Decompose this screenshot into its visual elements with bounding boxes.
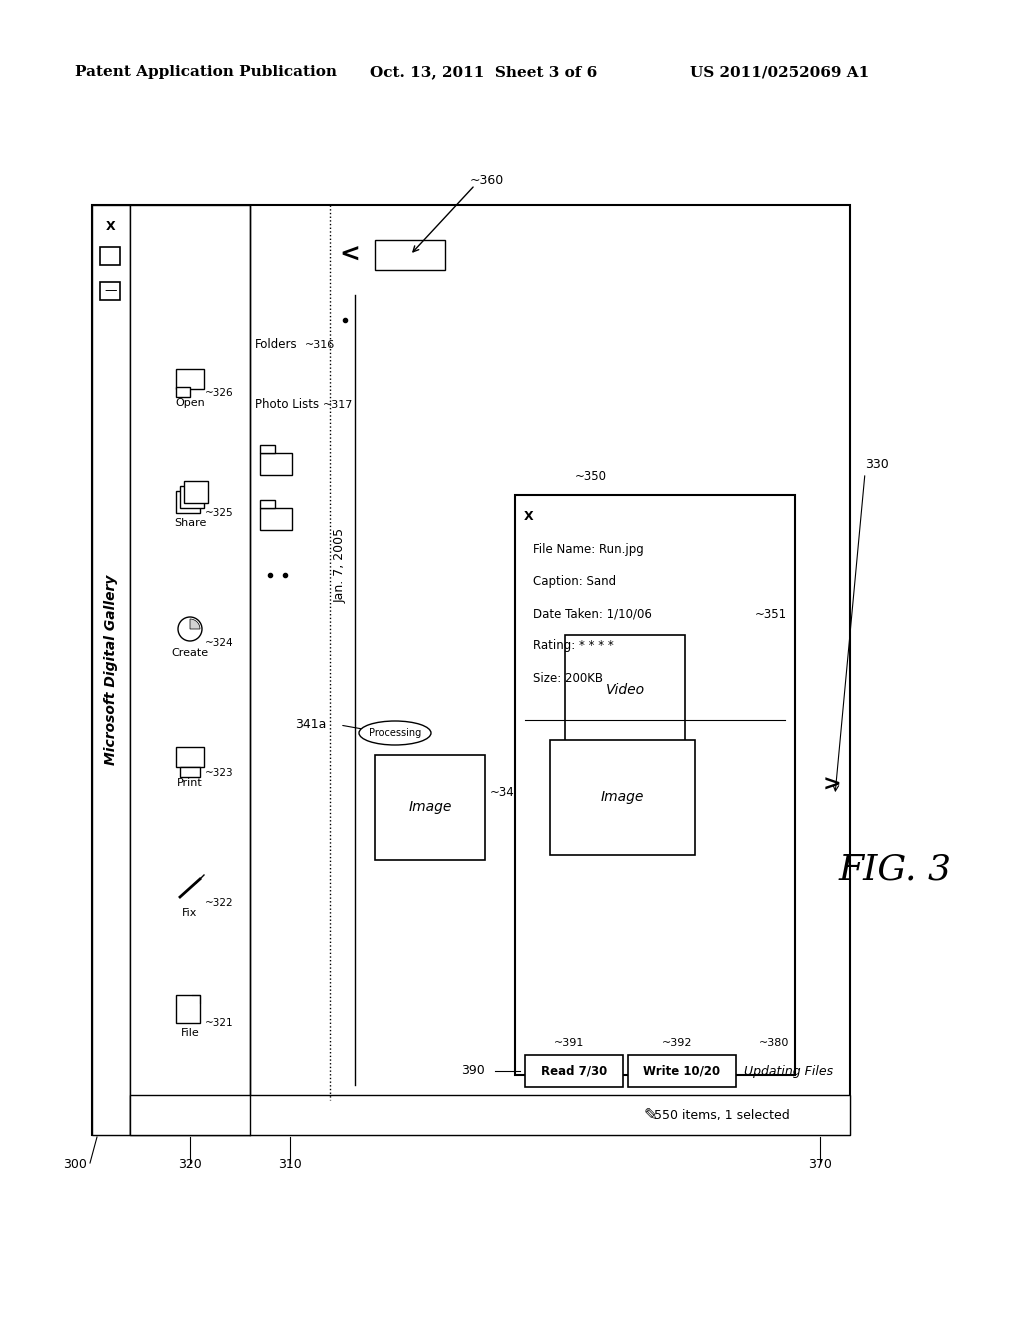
Text: Share: Share [174,517,206,528]
Text: 330: 330 [865,458,889,471]
Text: 390: 390 [461,1064,485,1077]
Bar [565,635,685,744]
Text: ~323: ~323 [205,768,233,777]
Text: ~380: ~380 [759,1038,790,1048]
Bar [375,755,485,861]
Bar [260,500,275,508]
Text: X: X [106,220,116,234]
Circle shape [178,616,202,642]
Text: ~325: ~325 [205,508,233,517]
Text: Create: Create [171,648,209,657]
Text: ~321: ~321 [205,1018,233,1028]
Text: Caption: Sand: Caption: Sand [534,576,616,589]
Text: ~317: ~317 [323,400,353,411]
Text: Rating: * * * *: Rating: * * * * [534,639,613,652]
Bar [176,995,200,1023]
Text: Microsoft Digital Gallery: Microsoft Digital Gallery [104,574,118,766]
Text: US 2011/0252069 A1: US 2011/0252069 A1 [690,65,869,79]
Text: Print: Print [177,777,203,788]
Bar [176,491,200,513]
Text: >: > [822,775,842,795]
Text: Processing: Processing [369,729,421,738]
Text: <: < [340,243,360,267]
Bar [176,747,204,767]
Text: Oct. 13, 2011  Sheet 3 of 6: Oct. 13, 2011 Sheet 3 of 6 [370,65,597,79]
Bar [550,741,695,855]
Text: Patent Application Publication: Patent Application Publication [75,65,337,79]
Bar [260,453,292,475]
Text: Date Taken: 1/10/06: Date Taken: 1/10/06 [534,607,652,620]
Text: ~341: ~341 [490,785,522,799]
Text: ~351: ~351 [755,609,787,622]
Text: ~324: ~324 [205,638,233,648]
Bar [100,282,120,300]
Bar [260,445,275,453]
Bar [180,767,200,777]
Bar [130,205,250,1135]
Text: 341a: 341a [295,718,327,731]
Text: ~326: ~326 [205,388,233,399]
Ellipse shape [359,721,431,744]
Bar [176,370,204,389]
Bar [100,247,120,265]
Text: Video: Video [605,682,644,697]
Text: 300: 300 [63,1159,87,1172]
Bar [92,205,130,1135]
Text: ~350: ~350 [575,470,607,483]
Text: ~342: ~342 [690,668,722,681]
Text: File Name: Run.jpg: File Name: Run.jpg [534,544,644,557]
Text: —: — [104,285,118,297]
Bar [130,1096,850,1135]
Text: Photo Lists: Photo Lists [255,399,319,412]
Text: ~340: ~340 [690,519,722,532]
Text: Fix: Fix [182,908,198,917]
Text: 370: 370 [808,1159,831,1172]
Bar [184,480,208,503]
Bar [92,205,850,1135]
Text: ~391: ~391 [554,1038,584,1048]
Text: Open: Open [175,399,205,408]
Bar [176,387,190,397]
Text: Jan. 7, 2005: Jan. 7, 2005 [334,528,346,602]
Text: ~392: ~392 [662,1038,692,1048]
Text: 320: 320 [178,1159,202,1172]
Text: ~360: ~360 [470,173,504,186]
Text: ~316: ~316 [305,341,335,350]
Wedge shape [190,619,200,630]
Bar [628,1055,736,1086]
Text: FIG. 3: FIG. 3 [839,853,951,887]
Bar [525,1055,623,1086]
Bar [260,508,292,531]
Text: 310: 310 [279,1159,302,1172]
Text: Image: Image [409,800,452,814]
Text: Size: 200KB: Size: 200KB [534,672,603,685]
Text: Updating Files: Updating Files [744,1064,834,1077]
Text: Folders: Folders [255,338,298,351]
Text: ~322: ~322 [205,898,233,908]
Text: Read 7/30: Read 7/30 [541,1064,607,1077]
Text: File: File [180,1028,200,1038]
Text: Image: Image [600,789,644,804]
Text: ✎: ✎ [643,1106,657,1125]
Bar [375,240,445,271]
Bar [515,495,795,1074]
Bar [180,486,204,508]
Text: Write 10/20: Write 10/20 [643,1064,721,1077]
Text: X: X [524,511,534,524]
Text: 550 items, 1 selected: 550 items, 1 selected [654,1109,790,1122]
